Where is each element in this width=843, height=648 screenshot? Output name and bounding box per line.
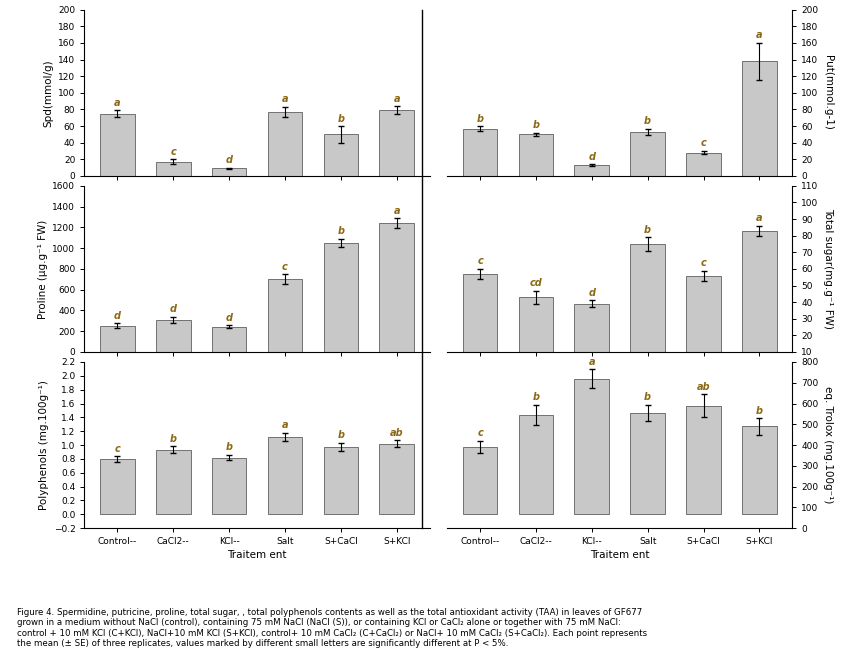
Text: a: a	[394, 205, 400, 216]
Text: a: a	[282, 95, 288, 104]
Text: b: b	[756, 406, 763, 415]
Bar	[463, 274, 497, 352]
Bar	[631, 413, 665, 515]
Bar	[100, 113, 135, 176]
Bar	[379, 110, 414, 176]
X-axis label: Traitem ent: Traitem ent	[590, 550, 649, 561]
Bar	[574, 378, 609, 515]
Text: b: b	[644, 225, 651, 235]
Text: a: a	[588, 357, 595, 367]
Bar	[742, 231, 776, 352]
Text: b: b	[476, 113, 484, 124]
Bar	[212, 327, 246, 352]
Text: ab: ab	[696, 382, 711, 391]
Bar	[631, 132, 665, 176]
Bar	[742, 61, 776, 176]
Bar	[379, 223, 414, 352]
Text: a: a	[756, 30, 763, 40]
Y-axis label: eq. Trolox (mg.100g⁻¹): eq. Trolox (mg.100g⁻¹)	[823, 386, 833, 503]
Text: b: b	[644, 392, 651, 402]
Text: d: d	[169, 304, 177, 314]
Text: ab: ab	[390, 428, 404, 437]
Bar	[463, 128, 497, 176]
Text: b: b	[533, 392, 540, 402]
Bar	[267, 279, 303, 352]
Y-axis label: Spd(mmol/g): Spd(mmol/g)	[44, 59, 54, 126]
Bar	[574, 304, 609, 352]
Bar	[324, 134, 358, 176]
Text: b: b	[169, 434, 177, 444]
Text: c: c	[477, 257, 483, 266]
Bar	[212, 168, 246, 176]
Bar	[156, 450, 191, 515]
X-axis label: Traitem ent: Traitem ent	[228, 550, 287, 561]
Text: a: a	[756, 213, 763, 223]
Bar	[686, 153, 721, 176]
Text: d: d	[588, 288, 595, 298]
Text: c: c	[477, 428, 483, 439]
Bar	[324, 447, 358, 515]
Bar	[379, 444, 414, 515]
Text: d: d	[226, 155, 233, 165]
Text: b: b	[226, 442, 233, 452]
Text: a: a	[114, 98, 121, 108]
Y-axis label: Total sugar(mg.g⁻¹ FW): Total sugar(mg.g⁻¹ FW)	[823, 209, 833, 329]
Text: b: b	[533, 120, 540, 130]
Bar	[518, 134, 553, 176]
Text: a: a	[282, 420, 288, 430]
Text: c: c	[170, 146, 176, 157]
Bar	[212, 457, 246, 515]
Bar	[686, 275, 721, 352]
Bar	[631, 244, 665, 352]
Bar	[100, 459, 135, 515]
Bar	[518, 415, 553, 515]
Bar	[574, 165, 609, 176]
Y-axis label: Put(mmol.g-1): Put(mmol.g-1)	[823, 55, 833, 130]
Bar	[100, 325, 135, 352]
Text: c: c	[701, 258, 706, 268]
Text: d: d	[226, 312, 233, 323]
Text: b: b	[337, 226, 344, 237]
Bar	[463, 447, 497, 515]
Bar	[518, 297, 553, 352]
Bar	[156, 320, 191, 352]
Text: d: d	[114, 311, 121, 321]
Text: a: a	[394, 93, 400, 104]
Text: c: c	[701, 139, 706, 148]
Bar	[267, 437, 303, 515]
Text: c: c	[115, 444, 121, 454]
Text: c: c	[282, 262, 287, 272]
Text: b: b	[337, 430, 344, 441]
Y-axis label: Proline (μg.g⁻¹ FW): Proline (μg.g⁻¹ FW)	[38, 219, 48, 319]
Text: Figure 4. Spermidine, putricine, proline, total sugar, , total polyphenols conte: Figure 4. Spermidine, putricine, proline…	[17, 608, 647, 648]
Bar	[267, 112, 303, 176]
Text: b: b	[337, 113, 344, 124]
Bar	[324, 243, 358, 352]
Text: b: b	[644, 116, 651, 126]
Bar	[156, 162, 191, 176]
Y-axis label: Polyphenols (mg.100g⁻¹): Polyphenols (mg.100g⁻¹)	[40, 380, 50, 510]
Bar	[686, 406, 721, 515]
Bar	[742, 426, 776, 515]
Text: cd: cd	[529, 278, 542, 288]
Text: d: d	[588, 152, 595, 162]
